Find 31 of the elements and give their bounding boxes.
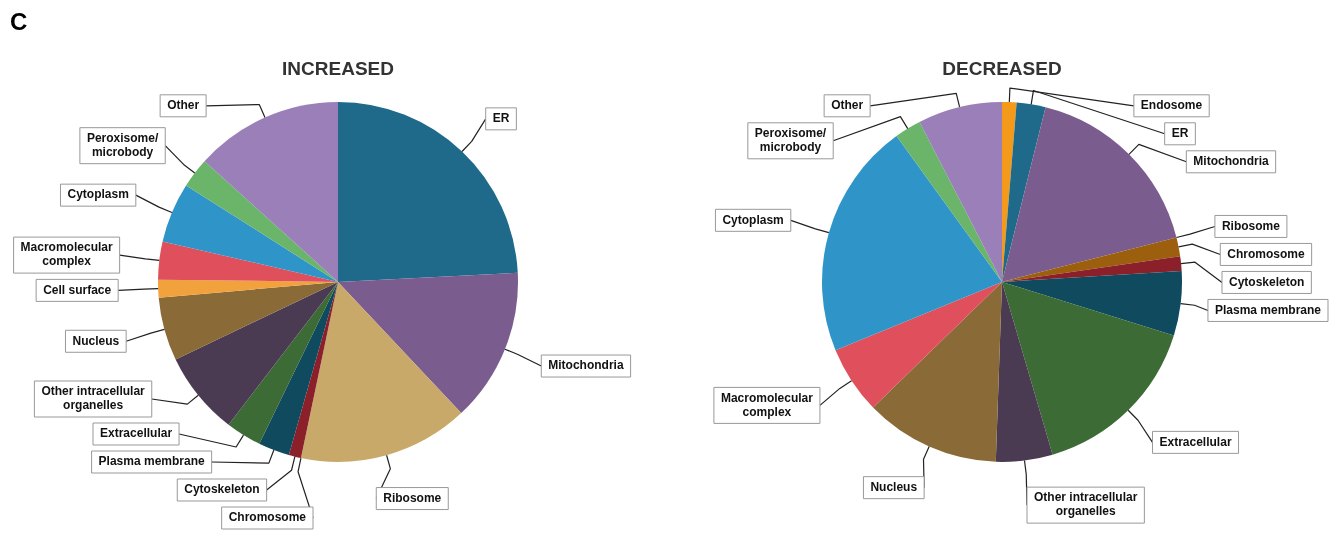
chart-title: DECREASED — [942, 57, 1062, 79]
slice-label: Endosome — [1140, 98, 1203, 113]
legend-label: Ribosome — [1221, 218, 1281, 233]
slice-label: Macromolecular complex — [720, 390, 814, 419]
slice-label: Nucleus — [72, 333, 120, 348]
slice-label: Peroxisome/ microbody — [754, 126, 827, 155]
slice-label: Cytoplasm — [722, 212, 784, 227]
slice-label: ER — [492, 111, 510, 126]
slice-label: Chromosome — [1227, 246, 1305, 261]
slice-label: Other — [167, 98, 200, 113]
slice-label: Cytoskeleton — [1229, 274, 1305, 289]
slice-label: Extracellular — [100, 426, 173, 441]
slice-label: Plasma membrane — [1214, 302, 1322, 317]
slice-label: Mitochondria — [548, 358, 624, 373]
slice-label: Peroxisome/ microbody — [86, 130, 159, 159]
text: C — [10, 8, 28, 36]
slice-label: Macromolecular complex — [20, 240, 113, 269]
slice-label: Other intracellular organelles — [1034, 490, 1138, 519]
slice-label: Extracellular — [1159, 434, 1232, 449]
slice-label: Cell surface — [43, 282, 112, 297]
slice-label: Cytoplasm — [67, 187, 129, 202]
slice-label: Other — [831, 98, 864, 113]
slice-label: Ribosome — [383, 490, 442, 505]
chart-title: INCREASED — [282, 57, 394, 79]
category-label: Chromosome — [228, 510, 306, 525]
slice-label: Other intracellular organelles — [41, 384, 146, 413]
slice-label: Plasma membrane — [98, 454, 205, 469]
slice-label: Nucleus — [870, 479, 918, 494]
slice-label: Cytoskeleton — [184, 482, 260, 497]
slice-label: ER — [1171, 126, 1189, 141]
slice-label: Mitochondria — [1193, 154, 1269, 169]
